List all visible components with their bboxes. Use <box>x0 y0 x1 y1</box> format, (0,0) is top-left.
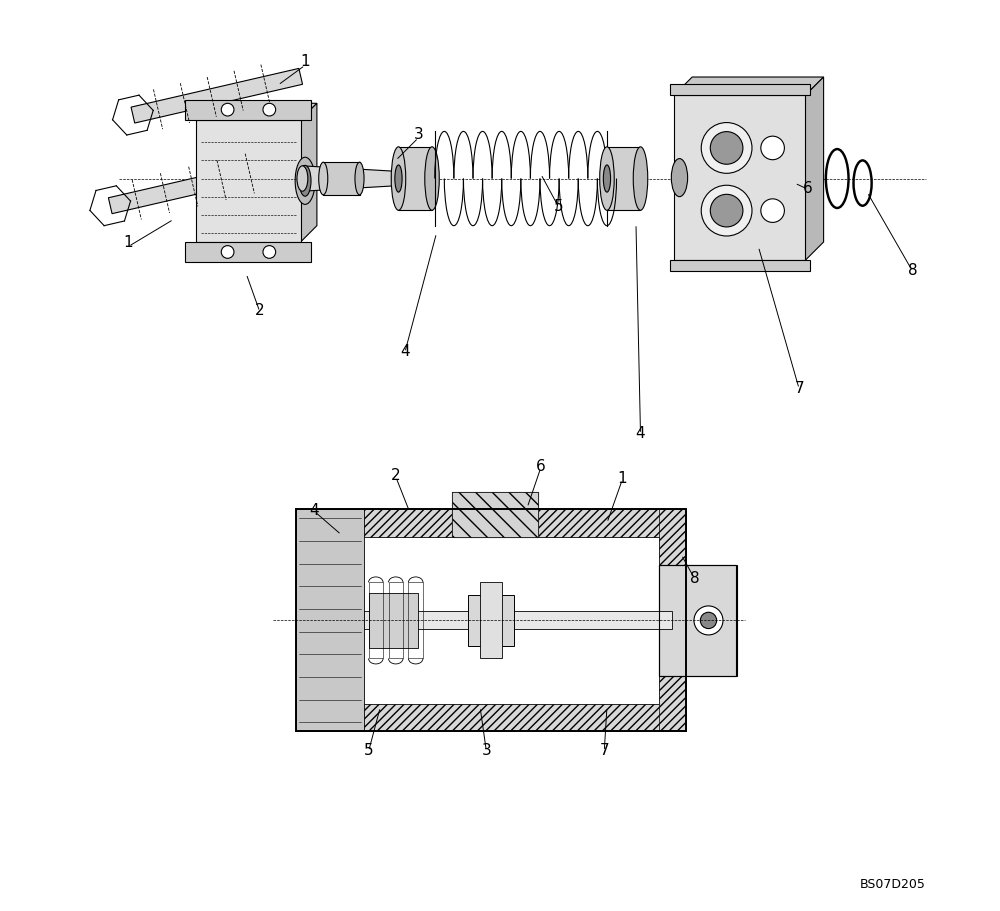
Polygon shape <box>398 148 432 211</box>
Ellipse shape <box>297 167 308 192</box>
Ellipse shape <box>603 166 611 193</box>
Polygon shape <box>670 261 810 271</box>
Bar <box>296 510 686 732</box>
Text: 1: 1 <box>124 235 133 251</box>
Bar <box>296 510 323 732</box>
Text: 2: 2 <box>391 468 401 483</box>
Circle shape <box>710 132 743 165</box>
Circle shape <box>263 246 276 259</box>
Ellipse shape <box>633 148 648 211</box>
Ellipse shape <box>355 163 364 196</box>
Text: 8: 8 <box>908 262 917 277</box>
Polygon shape <box>302 167 396 192</box>
Polygon shape <box>108 158 289 214</box>
Circle shape <box>761 200 784 223</box>
Text: 4: 4 <box>400 343 410 359</box>
Bar <box>389 583 403 659</box>
Text: 3: 3 <box>482 742 491 757</box>
Bar <box>452 493 538 537</box>
Text: BS07D205: BS07D205 <box>860 877 926 890</box>
Bar <box>480 583 502 659</box>
Circle shape <box>221 246 234 259</box>
Ellipse shape <box>295 159 315 205</box>
Text: 6: 6 <box>803 181 813 196</box>
Polygon shape <box>196 104 317 120</box>
Text: 3: 3 <box>414 127 423 141</box>
Polygon shape <box>185 100 311 120</box>
Polygon shape <box>131 69 303 124</box>
Bar <box>468 596 514 646</box>
Circle shape <box>761 137 784 160</box>
Bar <box>296 510 364 732</box>
Text: 8: 8 <box>690 570 700 585</box>
Bar <box>196 120 301 242</box>
Ellipse shape <box>391 148 406 211</box>
Text: 4: 4 <box>309 502 319 517</box>
Bar <box>659 566 737 676</box>
Ellipse shape <box>600 148 614 211</box>
Ellipse shape <box>299 166 311 197</box>
Polygon shape <box>185 242 311 262</box>
Text: 1: 1 <box>618 471 627 486</box>
Bar <box>659 566 736 676</box>
Text: 6: 6 <box>536 459 546 474</box>
Circle shape <box>710 195 743 228</box>
Text: 7: 7 <box>599 742 609 757</box>
Circle shape <box>263 104 276 117</box>
Circle shape <box>701 186 752 237</box>
Bar <box>452 493 538 537</box>
Ellipse shape <box>319 163 328 196</box>
Polygon shape <box>301 104 317 242</box>
Ellipse shape <box>392 171 400 188</box>
Bar <box>296 704 686 732</box>
Text: 1: 1 <box>300 54 310 69</box>
Ellipse shape <box>671 159 688 198</box>
Circle shape <box>700 612 717 629</box>
Polygon shape <box>607 148 640 211</box>
Polygon shape <box>674 78 824 96</box>
Polygon shape <box>670 85 810 96</box>
Circle shape <box>221 104 234 117</box>
Text: 5: 5 <box>364 742 373 757</box>
Text: 5: 5 <box>554 199 564 214</box>
Bar <box>408 583 423 659</box>
Ellipse shape <box>395 166 402 193</box>
Bar <box>369 594 418 648</box>
Bar <box>369 583 383 659</box>
Text: 4: 4 <box>636 425 645 440</box>
Bar <box>296 510 686 537</box>
Bar <box>659 510 686 732</box>
Polygon shape <box>323 163 360 196</box>
Circle shape <box>701 123 752 174</box>
Bar <box>364 611 672 630</box>
Ellipse shape <box>425 148 439 211</box>
Bar <box>323 537 659 704</box>
Text: 2: 2 <box>255 303 265 318</box>
Text: 7: 7 <box>794 380 804 395</box>
Circle shape <box>694 606 723 635</box>
Bar <box>674 96 805 261</box>
Polygon shape <box>805 78 824 261</box>
